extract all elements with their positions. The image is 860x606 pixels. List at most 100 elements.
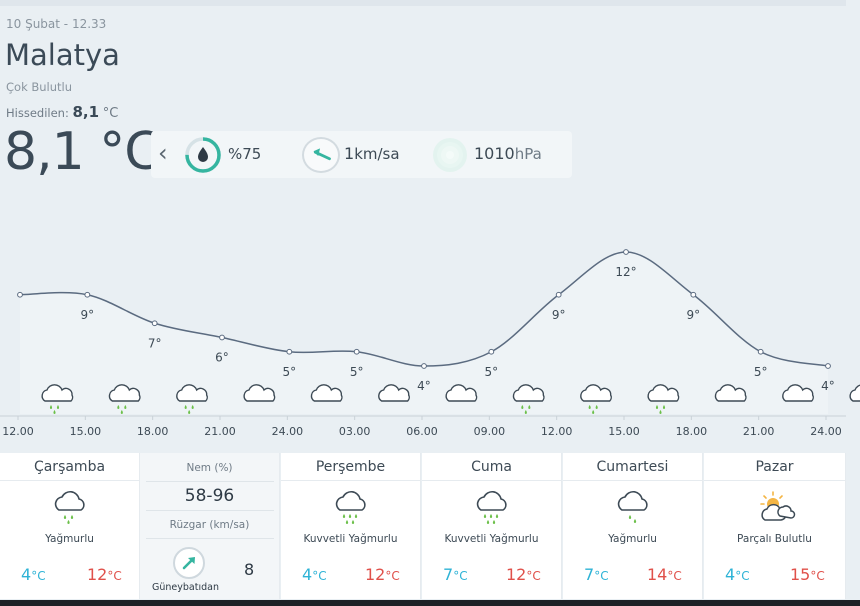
temperature-point [690, 291, 697, 298]
x-tick-label: 09.00 [474, 425, 506, 438]
max-temperature: 15°C [790, 565, 825, 584]
forecast-day-card[interactable]: Perşembe Kuvvetli Yağmurlu 4°C 12°C [281, 453, 421, 599]
observation-date: 10 Şubat - 12.33 [6, 17, 107, 31]
wind-direction-badge [173, 547, 205, 579]
forecast-day-card[interactable]: Cumartesi Yağmurlu 7°C 14°C [563, 453, 703, 599]
max-temperature-value: 12 [87, 565, 108, 584]
bottom-bar [0, 600, 860, 606]
cloud-icon [243, 384, 276, 402]
divider [422, 480, 561, 481]
x-tick-label: 03.00 [339, 425, 371, 438]
min-temperature: 4°C [21, 565, 46, 584]
day-name: Cuma [471, 459, 512, 475]
temp-unit: °C [667, 569, 682, 583]
cloud-icon [714, 384, 747, 402]
divider [146, 538, 274, 539]
pressure-icon [433, 138, 467, 172]
day-name: Çarşamba [33, 459, 106, 475]
rain-cloud-icon [580, 384, 612, 414]
humidity-label: Nem (%) [186, 462, 233, 474]
rain-cloud-icon [335, 491, 366, 524]
rain-cloud-icon [617, 491, 648, 523]
max-temperature: 14°C [647, 565, 682, 584]
min-temperature: 7°C [443, 565, 468, 584]
min-temperature-value: 4 [21, 565, 32, 584]
humidity-value: %75 [228, 145, 262, 163]
max-temperature-value: 12 [506, 565, 527, 584]
rain-cloud-icon [176, 384, 208, 414]
feels-like: Hissedilen: 8,1 °C [6, 103, 118, 121]
temperature-point [757, 348, 764, 355]
temp-unit: °C [385, 569, 400, 583]
rain-cloud-icon [476, 491, 507, 524]
rain-cloud-icon [647, 384, 680, 414]
min-temperature-value: 7 [584, 565, 595, 584]
daily-details-card: Nem (%) 58-96 Rüzgar (km/sa) [140, 453, 280, 599]
max-temperature: 12°C [506, 565, 541, 584]
temperature-point [17, 291, 23, 298]
forecast-day-card[interactable]: Pazar Parçalı Bulutlu 4°C 15°C [704, 453, 846, 599]
temperature-point [84, 291, 91, 298]
forecast-day-card[interactable]: Çarşamba Yağmurlu 4°C 12°C [0, 453, 140, 599]
x-tick-label: 18.00 [676, 425, 708, 438]
x-tick-label: 12.00 [2, 425, 34, 438]
x-tick-label: 15.00 [608, 425, 640, 438]
temperature-area [20, 252, 828, 414]
day-condition: Kuvvetli Yağmurlu [303, 533, 398, 545]
wind-speed-unit: km/sa [354, 145, 400, 163]
temperature-label: 7° [148, 336, 162, 350]
current-details-panel: ‹ %75 1km/sa 1010hPa [151, 131, 572, 178]
feels-like-label: Hissedilen: [6, 106, 69, 120]
rain-cloud-icon [41, 384, 74, 414]
temp-unit: °C [453, 569, 468, 583]
temperature-point [421, 363, 427, 369]
current-condition: Çok Bulutlu [6, 80, 73, 94]
max-temperature: 12°C [365, 565, 400, 584]
day-condition: Kuvvetli Yağmurlu [444, 533, 539, 545]
wind-arrow-icon [182, 557, 195, 570]
temperature-point [151, 320, 158, 327]
min-temperature: 4°C [302, 565, 327, 584]
cloud-icon [445, 384, 478, 402]
rain-cloud-icon [512, 384, 545, 414]
min-temperature: 7°C [584, 565, 609, 584]
x-tick-label: 15.00 [70, 425, 102, 438]
temperature-label: 12° [615, 265, 636, 279]
x-tick-label: 24.00 [272, 425, 304, 438]
forecast-day-card[interactable]: Cuma Kuvvetli Yağmurlu 7°C 12°C [422, 453, 562, 599]
temperature-point [623, 249, 629, 255]
temp-unit: °C [594, 569, 609, 583]
rain-cloud-icon [54, 491, 85, 524]
rain-cloud-icon [108, 384, 141, 414]
pressure: 1010hPa [474, 144, 542, 163]
humidity-ring [185, 137, 221, 173]
max-temperature: 12°C [87, 565, 122, 584]
cloud-icon [849, 384, 860, 402]
feels-like-unit: °C [102, 106, 119, 121]
day-name: Pazar [755, 459, 794, 475]
x-tick-label: 06.00 [406, 425, 438, 438]
temperature-point [286, 348, 293, 355]
temp-unit: °C [312, 569, 327, 583]
day-condition: Yağmurlu [608, 533, 657, 545]
day-condition: Parçalı Bulutlu [737, 533, 812, 545]
max-temperature-value: 15 [790, 565, 811, 584]
humidity-range: 58-96 [184, 486, 235, 506]
temperature-label: 5° [485, 365, 499, 379]
temperature-label: 9° [552, 308, 566, 322]
temp-unit: °C [31, 569, 46, 583]
temp-unit: °C [735, 569, 750, 583]
temperature-label: 5° [754, 365, 768, 379]
top-bar [0, 0, 846, 6]
divider [281, 480, 420, 481]
min-temperature-value: 7 [443, 565, 454, 584]
current-temperature: 8,1 °C [4, 122, 161, 182]
temperature-point [555, 291, 562, 298]
temperature-point [825, 363, 831, 369]
temperature-point [488, 348, 495, 355]
feels-like-value: 8,1 [72, 103, 100, 121]
min-temperature-value: 4 [725, 565, 736, 584]
wind-label: Rüzgar (km/sa) [169, 519, 250, 531]
partly-cloudy-icon [759, 491, 795, 521]
chevron-left-icon[interactable]: ‹ [158, 139, 168, 167]
